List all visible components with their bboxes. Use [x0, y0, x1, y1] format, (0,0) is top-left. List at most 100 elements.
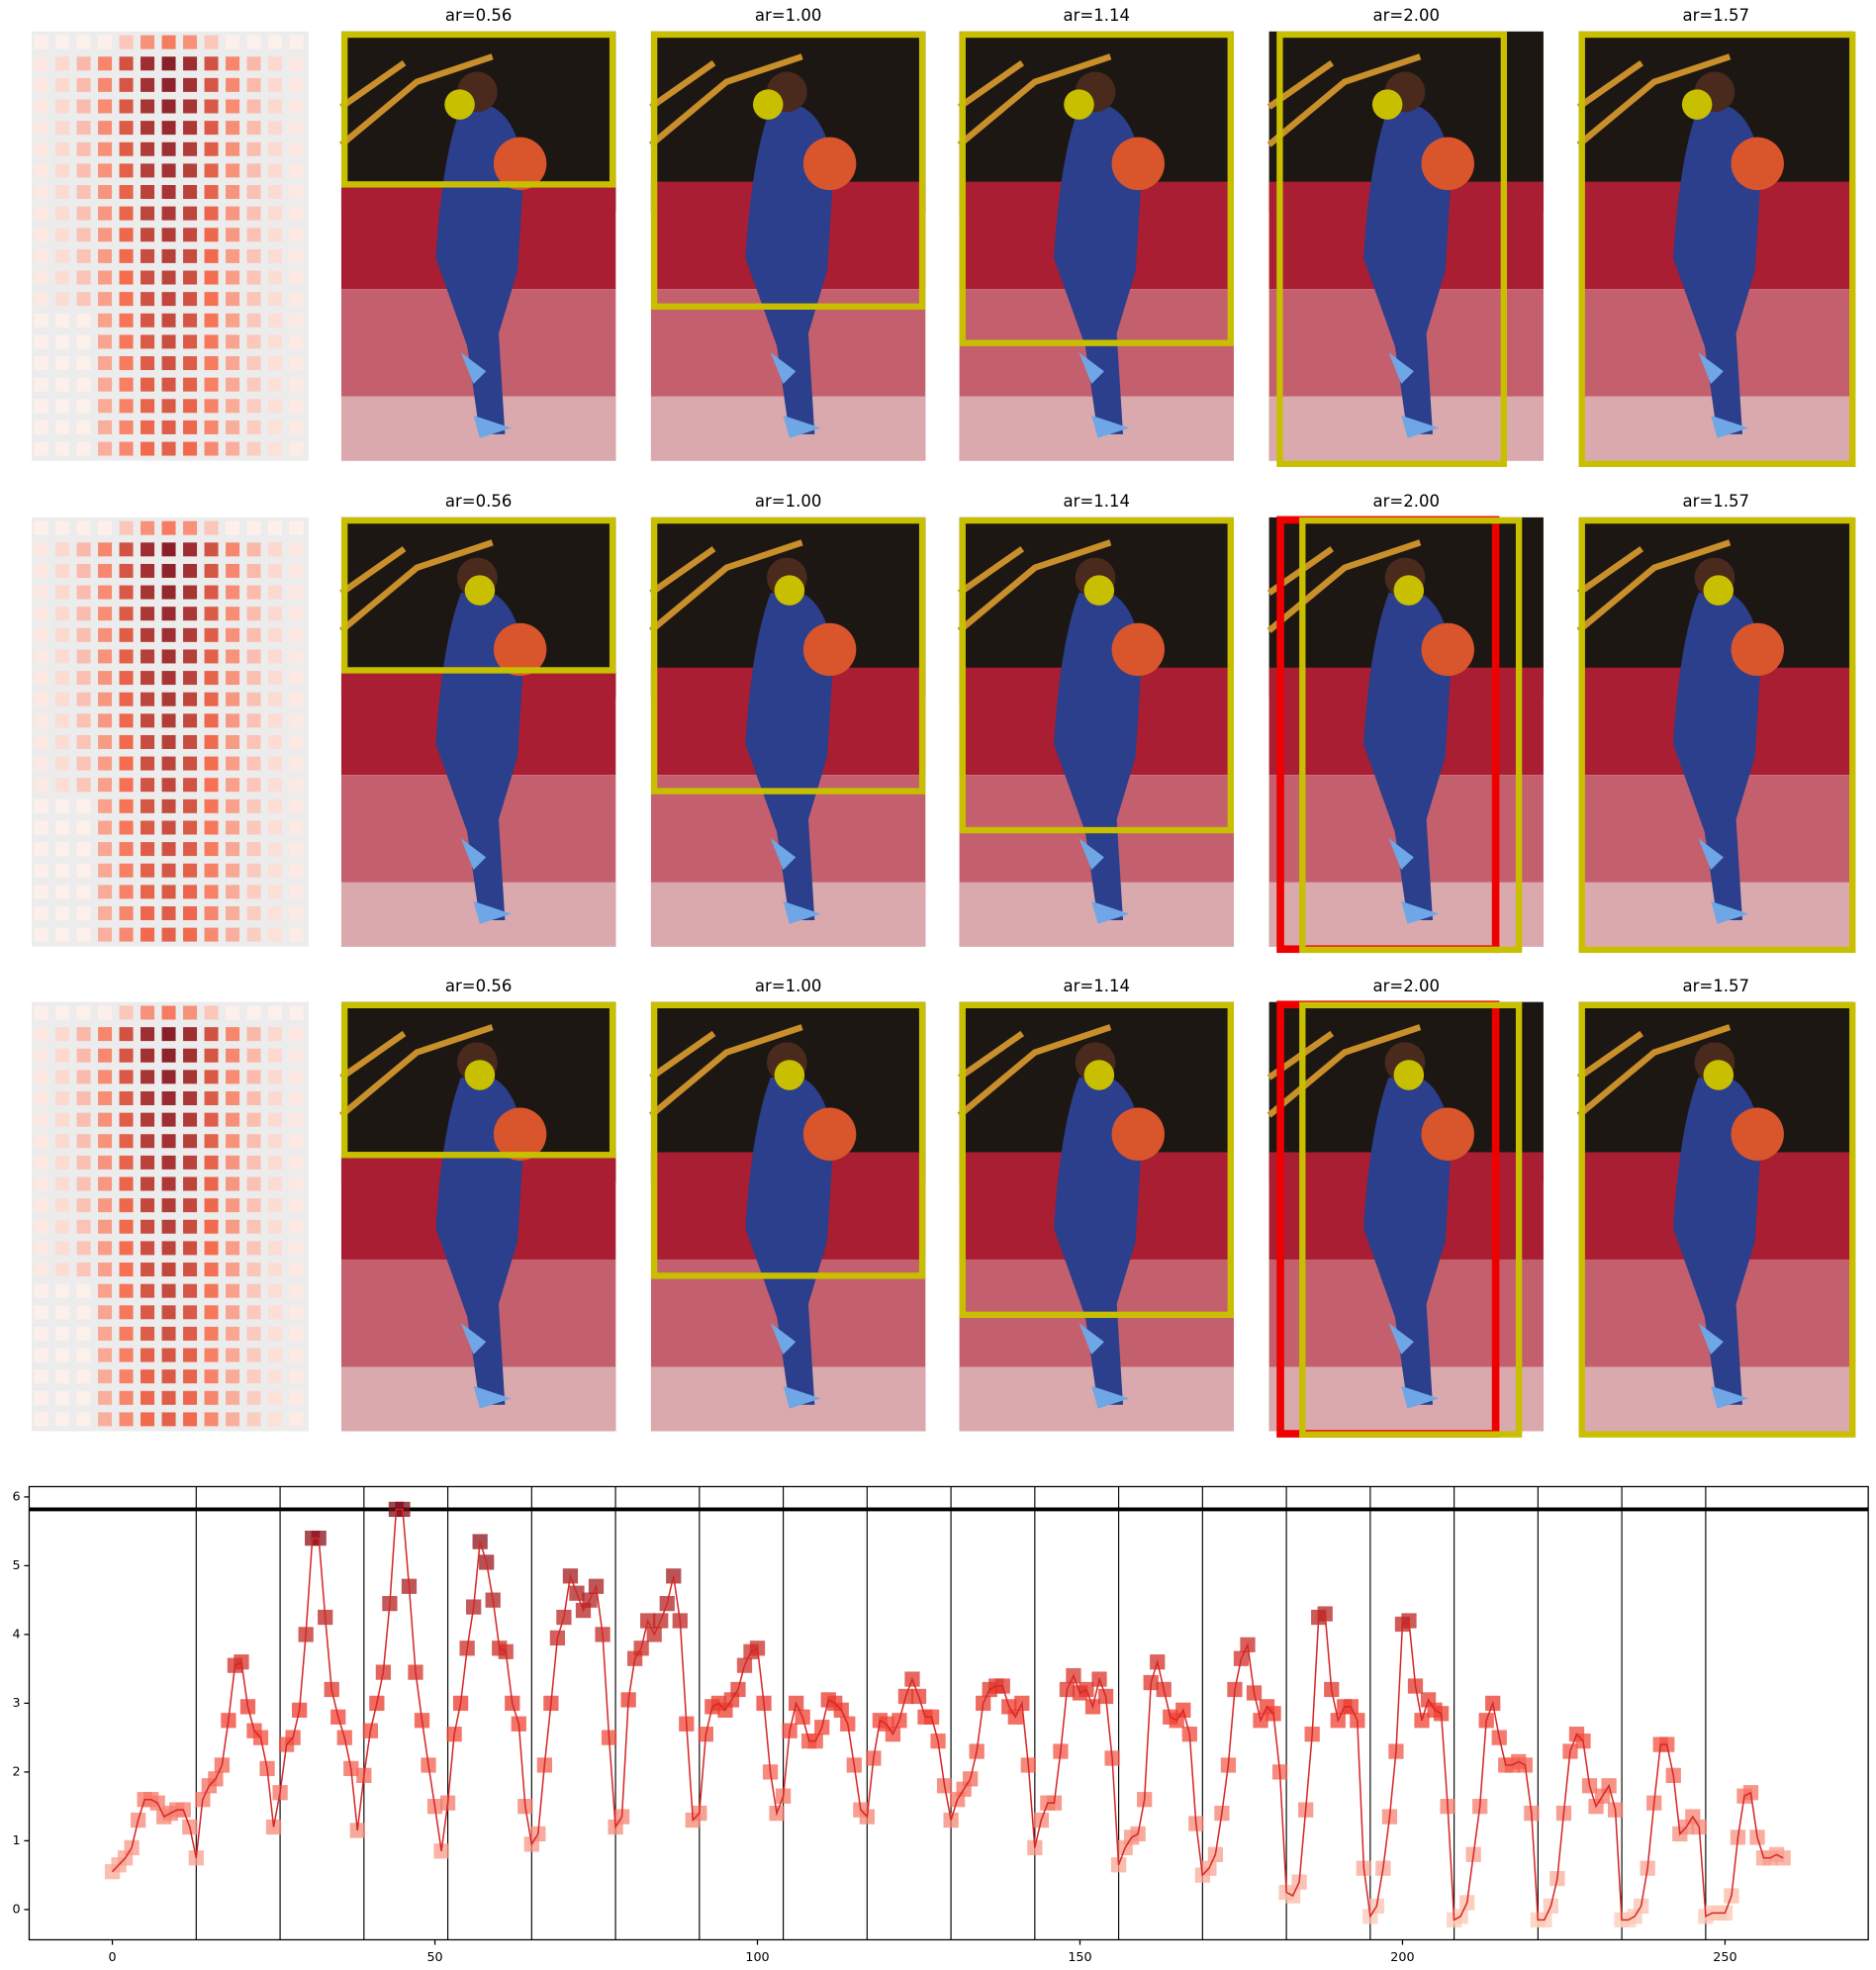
panel-title: ar=1.57 — [1682, 492, 1749, 511]
heatmap-cell — [76, 1390, 91, 1405]
panel-title: ar=0.56 — [445, 977, 513, 995]
heatmap-cell — [55, 228, 70, 242]
photo-shoes — [1079, 352, 1130, 438]
heatmap-cell — [246, 1198, 261, 1213]
heatmap-cell — [183, 1283, 198, 1298]
heatmap-cell — [161, 1369, 176, 1384]
heatmap-cell — [98, 842, 113, 857]
heatmap-cell — [226, 585, 240, 600]
heatmap-cell — [161, 1048, 176, 1063]
heatmap-cell — [204, 1219, 219, 1234]
panel-title: ar=0.56 — [445, 6, 513, 25]
heatmap-cell — [119, 820, 134, 835]
heatmap-cell — [98, 206, 113, 221]
heatmap-cell — [76, 163, 91, 178]
heatmap-cell — [161, 334, 176, 349]
photo-shoes — [1698, 1323, 1749, 1409]
heatmap-cell — [246, 1112, 261, 1127]
heatmap-cell — [141, 1283, 155, 1298]
heatmap-cell — [289, 734, 304, 749]
photo-railing — [338, 539, 494, 633]
heatmap-cell — [289, 356, 304, 371]
heatmap-cell — [76, 1176, 91, 1191]
heatmap-cell — [76, 1155, 91, 1170]
heatmap-cell — [119, 734, 134, 749]
heatmap-cell — [289, 163, 304, 178]
heatmap-cell — [268, 820, 283, 835]
heatmap-cell — [119, 1305, 134, 1320]
saliency-dot — [1393, 1060, 1425, 1090]
heatmap-cell — [268, 585, 283, 600]
heatmap-cell — [34, 1241, 48, 1256]
heatmap-cell — [204, 420, 219, 434]
heatmap-cell — [226, 692, 240, 706]
heatmap-cell — [55, 1134, 70, 1149]
heatmap-cell — [34, 1155, 48, 1170]
heatmap-cell — [183, 185, 198, 200]
heatmap-cell — [289, 842, 304, 857]
heatmap-cell — [161, 905, 176, 920]
heatmap-cell — [34, 778, 48, 793]
heatmap-cell — [183, 77, 198, 92]
heatmap-cell — [34, 885, 48, 899]
heatmap-cell — [119, 121, 134, 136]
heatmap-cell — [204, 585, 219, 600]
saliency-dot — [1393, 575, 1425, 606]
heatmap-cell — [204, 627, 219, 642]
photo-shoes — [1388, 1323, 1440, 1409]
heatmap-cell — [141, 334, 155, 349]
heatmap-cell — [289, 334, 304, 349]
heatmap-cell — [183, 1412, 198, 1427]
heatmap-cell — [161, 1134, 176, 1149]
heatmap-cell — [98, 713, 113, 728]
photo — [1576, 516, 1853, 947]
heatmap-cell — [289, 905, 304, 920]
heatmap-cell — [226, 56, 240, 71]
heatmap-cell — [161, 692, 176, 706]
heatmap-cell — [98, 607, 113, 621]
photo-shoes — [460, 838, 512, 924]
heatmap-cell — [246, 627, 261, 642]
heatmap-cell — [246, 163, 261, 178]
heatmap-cell — [76, 778, 91, 793]
heatmap-cell — [161, 1198, 176, 1213]
heatmap-cell — [183, 1134, 198, 1149]
heatmap-cell — [246, 798, 261, 813]
heatmap-cell — [246, 1176, 261, 1191]
heatmap-cell — [183, 778, 198, 793]
heatmap-cell — [119, 692, 134, 706]
heatmap-cell — [183, 905, 198, 920]
heatmap-cell — [76, 798, 91, 813]
heatmap-cell — [183, 1176, 198, 1191]
heatmap-cell — [76, 1027, 91, 1042]
heatmap-cell — [204, 1305, 219, 1320]
heatmap-cell — [76, 313, 91, 328]
photo-ball — [493, 622, 547, 677]
heatmap-cell — [119, 798, 134, 813]
heatmap-cell — [226, 77, 240, 92]
heatmap-cell — [98, 1112, 113, 1127]
heatmap-cell — [141, 292, 155, 307]
photo-shoes — [770, 352, 821, 438]
heatmap-cell — [289, 1155, 304, 1170]
heatmap-cell — [55, 842, 70, 857]
heatmap-cell — [161, 1091, 176, 1105]
heatmap-cell — [34, 585, 48, 600]
heatmap-cell — [246, 520, 261, 535]
heatmap-cell — [34, 399, 48, 414]
heatmap-cell — [34, 1326, 48, 1341]
heatmap-cell — [161, 713, 176, 728]
heatmap-cell — [141, 77, 155, 92]
heatmap-cell — [141, 607, 155, 621]
heatmap-cell — [226, 863, 240, 878]
crop-box — [1299, 516, 1523, 954]
heatmap-cell — [76, 185, 91, 200]
heatmap-cell — [226, 377, 240, 392]
heatmap-cell — [76, 1305, 91, 1320]
heatmap-cell — [119, 228, 134, 242]
heatmap-cell — [226, 1305, 240, 1320]
heatmap-cell — [268, 842, 283, 857]
saliency-dot — [752, 89, 784, 120]
heatmap-cell — [76, 1241, 91, 1256]
